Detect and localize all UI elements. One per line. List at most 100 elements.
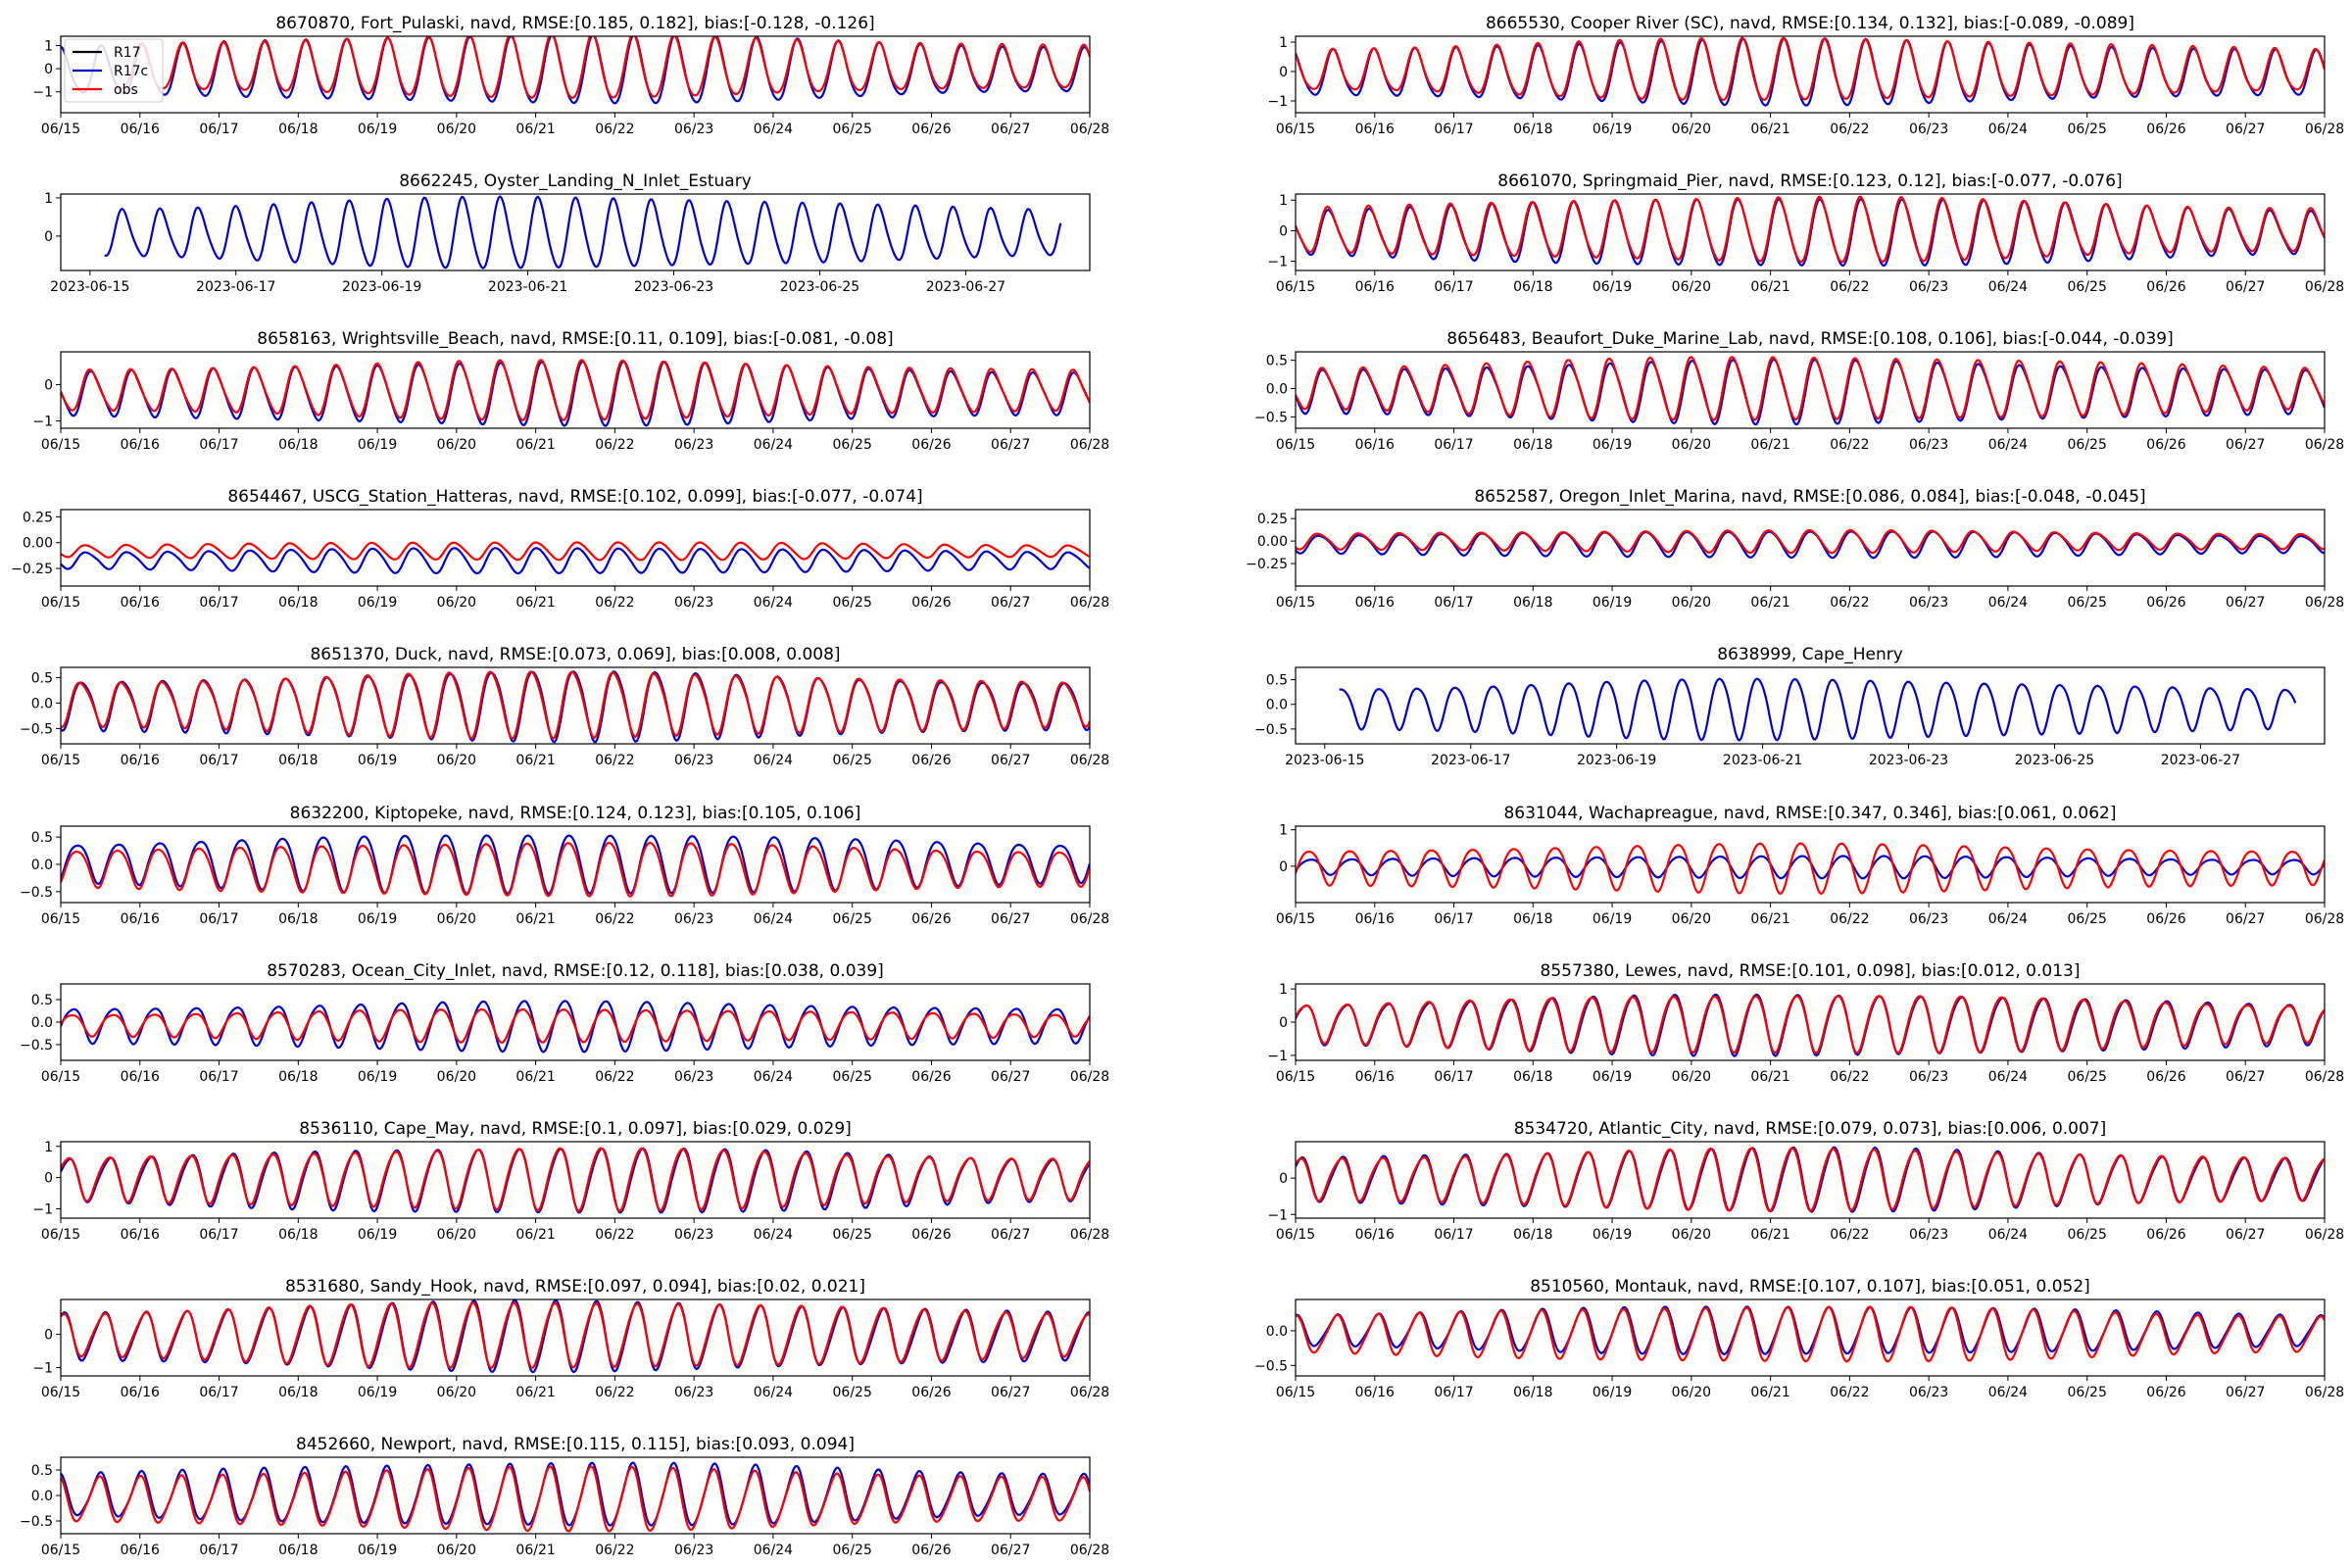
x-tick-label: 06/19 xyxy=(358,1227,397,1243)
x-tick-label: 06/16 xyxy=(1355,595,1395,611)
y-tick-label: −0.5 xyxy=(1254,1358,1288,1374)
subplot-17: 8510560, Montauk, navd, RMSE:[0.107, 0.1… xyxy=(1254,1277,2344,1400)
x-tick-label: 06/24 xyxy=(754,1543,793,1558)
subplot-5: 8656483, Beaufort_Duke_Marine_Lab, navd,… xyxy=(1254,329,2344,453)
y-tick-label: −1 xyxy=(1267,255,1288,270)
x-tick-label: 06/18 xyxy=(1513,1385,1552,1400)
x-tick-label: 06/15 xyxy=(41,753,80,768)
y-tick-label: −1 xyxy=(32,1361,53,1377)
x-tick-label: 06/23 xyxy=(674,1543,713,1558)
plot-frame xyxy=(1295,983,2326,1061)
x-tick-label: 06/20 xyxy=(437,595,476,611)
x-tick-label: 06/20 xyxy=(437,1227,476,1243)
subplot-9: 8638999, Cape_Henry 2023-06-15 2023-06-17 2… xyxy=(1254,645,2326,768)
x-tick-label: 06/21 xyxy=(515,1543,555,1558)
x-tick-label: 06/22 xyxy=(595,437,634,453)
x-tick-label: 06/19 xyxy=(1592,1227,1632,1243)
x-tick-label: 06/28 xyxy=(1070,122,1109,137)
y-tick-label: 0.0 xyxy=(1266,698,1288,713)
x-tick-label: 06/23 xyxy=(674,122,713,137)
y-tick-label: 1 xyxy=(44,191,53,207)
y-tick-label: 0.0 xyxy=(1266,382,1288,398)
y-tick-label: −0.5 xyxy=(20,1514,53,1530)
x-tick-label: 06/21 xyxy=(515,911,555,927)
x-tick-label: 06/23 xyxy=(674,911,713,927)
x-tick-label: 06/27 xyxy=(2226,595,2265,611)
subplot-1: 8665530, Cooper River (SC), navd, RMSE:[… xyxy=(1267,14,2344,137)
y-tick-label: 0 xyxy=(1279,65,1288,80)
x-tick-label: 06/21 xyxy=(515,437,555,453)
y-tick-label: −1 xyxy=(32,85,53,101)
x-tick-label: 06/26 xyxy=(2146,1069,2185,1085)
plot-frame xyxy=(1295,1141,2326,1219)
x-tick-label: 06/21 xyxy=(1750,1227,1789,1243)
x-tick-label: 06/22 xyxy=(1830,437,1869,453)
x-tick-label: 06/18 xyxy=(278,1543,318,1558)
x-tick-label: 06/21 xyxy=(1750,437,1789,453)
x-tick-label: 06/27 xyxy=(991,122,1030,137)
x-tick-label: 06/17 xyxy=(1434,437,1473,453)
series-line-obs xyxy=(1296,195,2325,264)
x-tick-label: 06/23 xyxy=(674,1385,713,1400)
x-tick-label: 06/18 xyxy=(1513,122,1552,137)
x-tick-label: 06/15 xyxy=(41,1543,80,1558)
plot-frame xyxy=(60,666,1091,745)
x-tick-label: 06/18 xyxy=(278,122,318,137)
x-tick-label: 06/21 xyxy=(515,1385,555,1400)
x-tick-label: 06/23 xyxy=(1909,279,1948,295)
series-line-obs xyxy=(61,841,1090,898)
x-tick-label: 06/24 xyxy=(1988,1385,2028,1400)
x-tick-label: 06/15 xyxy=(41,595,80,611)
series-line-obs xyxy=(1296,528,2325,555)
x-tick-label: 06/28 xyxy=(2305,911,2344,927)
x-tick-label: 06/17 xyxy=(199,753,238,768)
x-tick-label: 06/18 xyxy=(1513,595,1552,611)
x-tick-label: 06/19 xyxy=(1592,1385,1632,1400)
x-tick-label: 06/23 xyxy=(674,1227,713,1243)
subplot-10: 8632200, Kiptopeke, navd, RMSE:[0.124, 0… xyxy=(20,804,1109,927)
series-line-obs xyxy=(1296,995,2325,1054)
x-tick-label: 06/22 xyxy=(1830,911,1869,927)
x-tick-label: 06/28 xyxy=(2305,122,2344,137)
x-tick-label: 06/15 xyxy=(1276,595,1315,611)
x-tick-label: 06/25 xyxy=(2068,279,2107,295)
x-tick-label: 06/16 xyxy=(1355,122,1395,137)
subplot-16: 8531680, Sandy_Hook, navd, RMSE:[0.097, … xyxy=(32,1277,1109,1400)
x-tick-label: 06/24 xyxy=(754,595,793,611)
x-tick-label: 06/20 xyxy=(1672,437,1711,453)
x-tick-label: 06/27 xyxy=(2226,1385,2265,1400)
series-line-obs xyxy=(1296,842,2325,896)
subplot-title: 8651370, Duck, navd, RMSE:[0.073, 0.069]… xyxy=(310,645,840,664)
plot-frame xyxy=(60,825,1091,904)
x-tick-label: 06/15 xyxy=(1276,1385,1315,1400)
series-line-obs xyxy=(61,670,1090,740)
x-tick-label: 06/21 xyxy=(1750,1385,1789,1400)
series-line-obs xyxy=(115,36,1090,99)
x-tick-label: 06/17 xyxy=(199,122,238,137)
x-tick-label: 06/19 xyxy=(358,1069,397,1085)
x-tick-label: 06/26 xyxy=(2146,1227,2185,1243)
x-tick-label: 06/28 xyxy=(2305,1069,2344,1085)
x-tick-label: 06/16 xyxy=(1355,279,1395,295)
subplot-title: 8531680, Sandy_Hook, navd, RMSE:[0.097, … xyxy=(285,1277,865,1297)
y-tick-label: 0.5 xyxy=(31,830,53,846)
x-tick-label: 06/18 xyxy=(278,595,318,611)
x-tick-label: 06/16 xyxy=(121,911,160,927)
x-tick-label: 06/25 xyxy=(833,1385,872,1400)
x-tick-label: 06/26 xyxy=(2146,437,2185,453)
x-tick-label: 06/22 xyxy=(595,1069,634,1085)
y-tick-label: 1 xyxy=(1279,193,1288,209)
x-tick-label: 06/26 xyxy=(911,437,951,453)
y-tick-label: 0 xyxy=(44,1328,53,1344)
x-tick-label: 06/25 xyxy=(833,1543,872,1558)
x-tick-label: 06/15 xyxy=(41,1385,80,1400)
series-line-obs xyxy=(1296,36,2325,102)
y-tick-label: 0.00 xyxy=(1257,534,1288,550)
x-tick-label: 06/22 xyxy=(595,1385,634,1400)
subplot-title: 8570283, Ocean_City_Inlet, navd, RMSE:[0… xyxy=(267,961,884,981)
x-tick-label: 06/20 xyxy=(1672,911,1711,927)
x-tick-label: 06/19 xyxy=(358,595,397,611)
x-tick-label: 06/17 xyxy=(199,437,238,453)
subplot-6: 8654467, USCG_Station_Hatteras, navd, RM… xyxy=(11,487,1109,611)
